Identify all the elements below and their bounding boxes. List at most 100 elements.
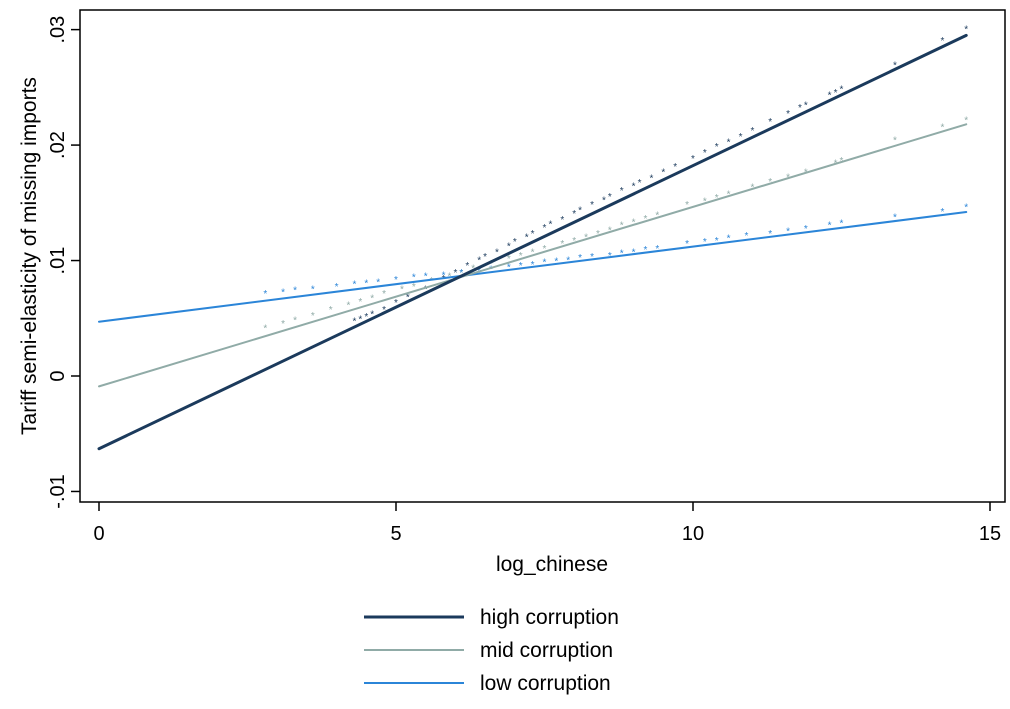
data-point: * (531, 247, 535, 258)
data-point: * (727, 233, 731, 244)
data-point: * (382, 305, 386, 316)
data-point: * (964, 116, 968, 127)
data-point: * (620, 248, 624, 259)
x-tick-label: 10 (682, 523, 704, 545)
y-tick-label: .03 (47, 16, 69, 44)
data-point: * (311, 284, 315, 295)
data-point: * (406, 292, 410, 303)
data-point: * (489, 265, 493, 276)
y-axis-title: Tariff semi-elasticity of missing import… (18, 77, 41, 435)
legend-label: mid corruption (480, 639, 613, 662)
data-point: * (578, 253, 582, 264)
data-point: * (715, 236, 719, 247)
data-point: * (554, 257, 558, 268)
data-point: * (459, 268, 463, 279)
series-line (98, 211, 968, 323)
data-point: * (893, 60, 897, 71)
data-point: * (786, 227, 790, 238)
data-point: * (347, 300, 351, 311)
data-point: * (715, 193, 719, 204)
data-point: * (424, 272, 428, 283)
data-point: * (644, 214, 648, 225)
data-point: * (364, 312, 368, 323)
data-point: * (941, 207, 945, 218)
series-line (98, 123, 968, 388)
data-point: * (632, 181, 636, 192)
x-axis-title: log_chinese (496, 553, 608, 576)
data-point: * (798, 103, 802, 114)
data-point: * (964, 24, 968, 35)
data-point: * (750, 126, 754, 137)
data-point: * (804, 224, 808, 235)
data-point: * (442, 274, 446, 285)
data-point: * (786, 109, 790, 120)
legend-label: high corruption (480, 606, 619, 629)
data-point: * (281, 319, 285, 330)
data-point: * (465, 261, 469, 272)
data-point: * (727, 138, 731, 149)
legend-label: low corruption (480, 672, 611, 695)
data-point: * (442, 270, 446, 281)
data-point: * (572, 236, 576, 247)
data-point: * (620, 186, 624, 197)
data-point: * (768, 177, 772, 188)
data-point: * (281, 288, 285, 299)
data-point: * (507, 254, 511, 265)
data-point: * (608, 225, 612, 236)
data-point: * (941, 123, 945, 134)
series-line (97, 33, 968, 451)
data-point: * (489, 259, 493, 270)
data-point: * (578, 206, 582, 217)
data-point: * (715, 142, 719, 153)
data-point: * (703, 197, 707, 208)
data-point: * (691, 154, 695, 165)
data-point: * (370, 310, 374, 321)
data-point: * (335, 282, 339, 293)
legend: high corruption mid corruption low corrupt… (364, 606, 619, 695)
data-point: * (566, 255, 570, 266)
data-point: * (352, 317, 356, 328)
data-point: * (477, 255, 481, 266)
data-point: * (424, 284, 428, 295)
data-point: * (543, 258, 547, 269)
data-point: * (703, 237, 707, 248)
data-point: * (596, 229, 600, 240)
data-point: * (632, 217, 636, 228)
data-point: * (519, 251, 523, 262)
data-point: * (649, 173, 653, 184)
data-point: * (358, 314, 362, 325)
data-point: * (768, 229, 772, 240)
data-point: * (394, 275, 398, 286)
data-point: * (590, 200, 594, 211)
x-tick-label: 15 (979, 523, 1001, 545)
data-point: * (768, 117, 772, 128)
data-point: * (685, 239, 689, 250)
data-point: * (370, 293, 374, 304)
data-point: * (531, 229, 535, 240)
data-point: * (531, 260, 535, 271)
data-point: * (263, 324, 267, 335)
data-point: * (608, 192, 612, 203)
data-point: * (685, 200, 689, 211)
data-point: * (358, 297, 362, 308)
y-tick-label: .02 (47, 131, 69, 159)
data-point: * (840, 218, 844, 229)
x-tick-label: 5 (390, 523, 401, 545)
data-point: * (655, 210, 659, 221)
data-point: * (840, 85, 844, 96)
data-point: * (507, 262, 511, 273)
y-axis: -.01 0 .01 .02 .03 (47, 16, 80, 509)
data-point: * (400, 284, 404, 295)
data-point: * (548, 220, 552, 231)
data-point: * (293, 315, 297, 326)
data-point: * (584, 232, 588, 243)
data-point: * (834, 88, 838, 99)
data-point: * (364, 278, 368, 289)
y-tick-label: -.01 (47, 474, 69, 508)
data-point: * (804, 101, 808, 112)
data-point: * (620, 221, 624, 232)
data-point: * (661, 168, 665, 179)
data-point: * (453, 268, 457, 279)
data-point: * (430, 276, 434, 287)
